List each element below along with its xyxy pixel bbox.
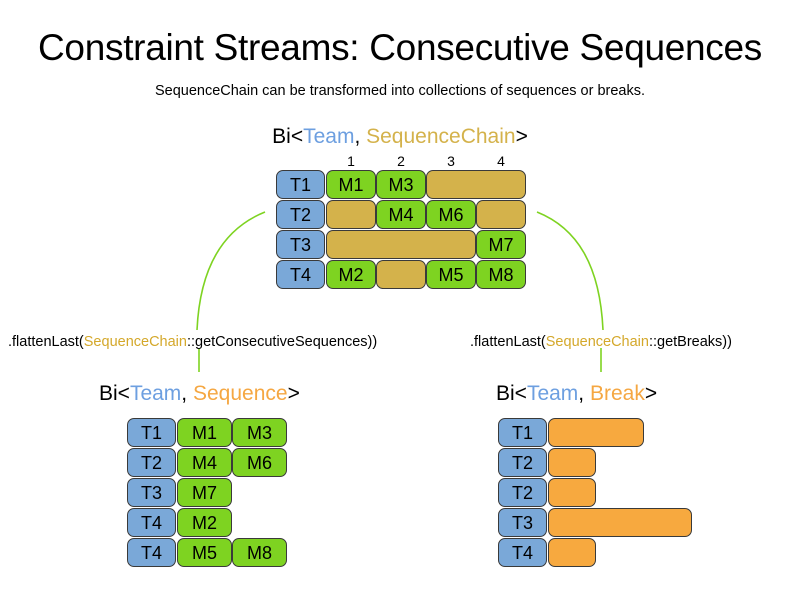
break-team-cell-r2: T2 <box>498 478 547 507</box>
seq-team-cell-r2: T3 <box>127 478 176 507</box>
break-team-cell-r3: T3 <box>498 508 547 537</box>
break-bar-r0 <box>548 418 644 447</box>
sig-generic-payload: SequenceChain <box>366 125 516 148</box>
flatten-type: SequenceChain <box>545 334 649 350</box>
top-column-headers: 1 2 3 4 <box>326 153 526 171</box>
team-cell-t4-r3: T4 <box>276 260 325 289</box>
match-cell-m8: M8 <box>476 260 526 289</box>
seq-team-cell-r3: T4 <box>127 508 176 537</box>
sig-generic-team: Team <box>303 125 355 148</box>
chain-gap-cell-r1-s0 <box>326 200 376 229</box>
bottom-right-signature: Bi<Team, Break> <box>496 381 657 406</box>
match-cell-m3: M3 <box>376 170 426 199</box>
seq-match-cell-m5-r4: M5 <box>177 538 232 567</box>
sig-generic-payload: Sequence <box>192 382 288 405</box>
match-cell-m4: M4 <box>376 200 426 229</box>
column-header-2: 2 <box>397 153 405 169</box>
match-cell-m2: M2 <box>326 260 376 289</box>
flatten-type: SequenceChain <box>83 334 187 350</box>
column-header-4: 4 <box>497 153 505 169</box>
break-bar-r1 <box>548 448 596 477</box>
bottom-left-signature: Bi<Team, Sequence> <box>99 381 300 406</box>
chain-gap-cell-r0-s2 <box>426 170 526 199</box>
match-cell-m5: M5 <box>426 260 476 289</box>
sig-generic-payload: Break <box>589 382 645 405</box>
flatten-sequences-label: .flattenLast(SequenceChain::getConsecuti… <box>8 333 377 351</box>
seq-team-cell-r1: T2 <box>127 448 176 477</box>
column-header-1: 1 <box>347 153 355 169</box>
chain-gap-cell-r2-s0 <box>326 230 476 259</box>
column-header-3: 3 <box>447 153 455 169</box>
sig-suffix: > <box>287 382 300 405</box>
team-cell-t1-r0: T1 <box>276 170 325 199</box>
seq-match-cell-m7-r2: M7 <box>177 478 232 507</box>
sig-suffix: > <box>644 382 658 405</box>
sig-generic-team: Team <box>526 382 579 405</box>
sig-separator: , <box>181 382 193 405</box>
sig-separator: , <box>354 125 367 148</box>
team-cell-t2-r1: T2 <box>276 200 325 229</box>
flatten-prefix: .flattenLast( <box>470 334 546 350</box>
team-cell-t3-r2: T3 <box>276 230 325 259</box>
flatten-prefix: .flattenLast( <box>8 334 84 350</box>
break-bar-r3 <box>548 508 692 537</box>
flatten-method: ::getConsecutiveSequences)) <box>186 334 378 350</box>
match-cell-m1: M1 <box>326 170 376 199</box>
chain-gap-cell-r1-s3 <box>476 200 526 229</box>
sig-generic-team: Team <box>129 382 182 405</box>
seq-match-cell-m1-r0: M1 <box>177 418 232 447</box>
break-bar-r2 <box>548 478 596 507</box>
sig-separator: , <box>578 382 590 405</box>
seq-match-cell-m4-r1: M4 <box>177 448 232 477</box>
sig-prefix: Bi< <box>496 382 527 405</box>
sig-suffix: > <box>515 125 528 148</box>
match-cell-m7: M7 <box>476 230 526 259</box>
seq-match-cell-m8-r4: M8 <box>232 538 287 567</box>
match-cell-m6: M6 <box>426 200 476 229</box>
chain-gap-cell-r3-s1 <box>376 260 426 289</box>
seq-match-cell-m6-r1: M6 <box>232 448 287 477</box>
break-team-cell-r1: T2 <box>498 448 547 477</box>
seq-match-cell-m2-r3: M2 <box>177 508 232 537</box>
seq-team-cell-r4: T4 <box>127 538 176 567</box>
top-signature: Bi<Team, SequenceChain> <box>0 124 800 149</box>
page-title: Constraint Streams: Consecutive Sequence… <box>38 27 762 68</box>
flatten-method: ::getBreaks)) <box>648 334 732 350</box>
break-bar-r4 <box>548 538 596 567</box>
sig-prefix: Bi< <box>272 125 304 148</box>
seq-team-cell-r0: T1 <box>127 418 176 447</box>
sig-prefix: Bi< <box>99 382 130 405</box>
page-subtitle: SequenceChain can be transformed into co… <box>154 83 646 99</box>
seq-match-cell-m3-r0: M3 <box>232 418 287 447</box>
break-team-cell-r4: T4 <box>498 538 547 567</box>
break-team-cell-r0: T1 <box>498 418 547 447</box>
flatten-breaks-label: .flattenLast(SequenceChain::getBreaks)) <box>470 333 732 351</box>
